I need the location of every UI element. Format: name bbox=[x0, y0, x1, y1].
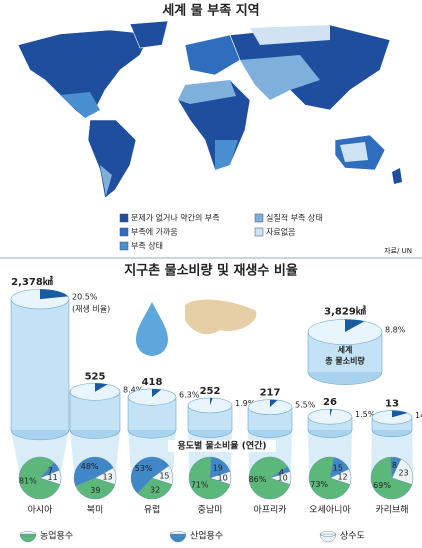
usage-label: 53% bbox=[135, 464, 153, 473]
renewable-label: 1.5% bbox=[355, 410, 376, 419]
globe-map-icon bbox=[185, 299, 257, 335]
usage-slice bbox=[39, 469, 62, 485]
renewable-wedge bbox=[330, 409, 333, 417]
usage-slice bbox=[94, 467, 117, 485]
usage-label: 11 bbox=[47, 473, 57, 482]
usage-slice bbox=[269, 471, 292, 485]
usage-label: 10 bbox=[218, 474, 228, 483]
legend-swatch bbox=[254, 227, 264, 237]
legend-label: 문제가 없거나 약간의 부족 bbox=[131, 213, 220, 223]
renewable-label: 6.3% bbox=[179, 391, 200, 400]
usage-label: 12 bbox=[337, 473, 347, 482]
renewable-label: 1.9% bbox=[235, 399, 256, 408]
region-name: 중남미 bbox=[198, 505, 223, 516]
renewable-label: 8.4% bbox=[123, 385, 144, 394]
legend-label: 실질적 부족 상태 bbox=[266, 213, 323, 223]
usage-label: 86% bbox=[249, 475, 267, 484]
chart-title: 지구촌 물소비량 및 재생수 비율 bbox=[124, 263, 298, 279]
region-name: 유럽 bbox=[144, 505, 161, 516]
volume-label: 418 bbox=[142, 377, 163, 388]
usage-label: 10 bbox=[278, 474, 288, 483]
region-name: 아시아 bbox=[28, 505, 54, 516]
usage-title: 용도별 물소비율 (연간) bbox=[177, 440, 266, 452]
usage-slice bbox=[370, 456, 413, 500]
renewable-label: 5.5% bbox=[295, 401, 316, 410]
legend-swatch bbox=[319, 533, 337, 543]
legend-swatch bbox=[119, 241, 129, 251]
renewable-label: 8.8% bbox=[385, 326, 406, 335]
volume-label: 13 bbox=[385, 399, 399, 410]
volume-label: 217 bbox=[260, 388, 281, 399]
legend-label: 상수도 bbox=[340, 531, 365, 542]
usage-slice bbox=[209, 471, 232, 485]
usage-label: 8 bbox=[392, 461, 397, 470]
legend-label: 부족에 가까움 bbox=[131, 228, 178, 237]
legend-swatch-rim bbox=[19, 531, 37, 537]
legend-label: 부족 상태 bbox=[131, 241, 163, 251]
legend-swatch bbox=[169, 533, 187, 543]
usage-slice bbox=[130, 456, 170, 494]
renewable-note: (재생 비율) bbox=[72, 304, 110, 314]
legend-label: 농업용수 bbox=[40, 531, 73, 542]
usage-label: 39 bbox=[90, 486, 100, 495]
usage-slice bbox=[73, 456, 114, 487]
usage-slice bbox=[137, 477, 173, 500]
world-volume: 3,829㎦ bbox=[324, 304, 366, 317]
legend-label: 자료없음 bbox=[266, 228, 295, 237]
usage-label: 48% bbox=[81, 462, 99, 471]
legend-swatch-rim bbox=[319, 531, 337, 537]
legend-swatch bbox=[119, 213, 129, 223]
source: 자료/ UN bbox=[384, 246, 412, 255]
usage-slice bbox=[75, 477, 116, 500]
region-name: 카리브해 bbox=[375, 505, 408, 516]
legend-swatch bbox=[19, 533, 37, 543]
usage-label: 15 bbox=[159, 472, 169, 481]
renewable-wedge bbox=[40, 289, 68, 300]
volume-label: 252 bbox=[200, 386, 221, 397]
usage-label: 7 bbox=[48, 466, 53, 475]
renewable-wedge bbox=[270, 399, 278, 408]
funnel bbox=[11, 430, 69, 472]
region-name: 오세아니아 bbox=[309, 505, 351, 516]
usage-label: 71% bbox=[191, 481, 209, 490]
cylinder-body bbox=[11, 299, 69, 430]
volume-label: 26 bbox=[323, 397, 337, 408]
world-label: 총 물소비량 bbox=[325, 356, 365, 366]
usage-label: 19 bbox=[213, 464, 223, 473]
usage-label: 23 bbox=[398, 468, 408, 477]
legend-label: 산업용수 bbox=[190, 531, 223, 542]
usage-label: 4 bbox=[279, 468, 284, 477]
water-drop bbox=[136, 302, 168, 356]
usage-label: 15 bbox=[333, 464, 343, 473]
volume-label: 525 bbox=[85, 371, 106, 382]
legend-swatch bbox=[254, 213, 264, 223]
region-name: 아프리카 bbox=[253, 505, 286, 516]
usage-label: 32 bbox=[150, 486, 160, 495]
world-label: 세계 bbox=[338, 345, 353, 355]
usage-label: 81% bbox=[19, 477, 37, 486]
usage-slice bbox=[391, 458, 414, 485]
renewable-wedge bbox=[392, 410, 408, 418]
usage-label: 13 bbox=[102, 472, 112, 481]
legend-swatch bbox=[119, 227, 129, 237]
usage-label: 73% bbox=[310, 480, 328, 489]
usage-label: 69% bbox=[373, 481, 391, 490]
map-title: 세계 물 부족 지역 bbox=[162, 3, 259, 19]
renewable-label: 20.5% bbox=[72, 293, 98, 302]
renewable-wedge bbox=[210, 397, 213, 406]
renewable-wedge bbox=[95, 383, 108, 392]
world-map bbox=[17, 20, 402, 199]
usage-title-bg bbox=[168, 440, 276, 452]
renewable-wedge bbox=[345, 319, 365, 332]
usage-slice bbox=[151, 465, 174, 485]
usage-slice bbox=[329, 468, 352, 485]
legend-swatch-rim bbox=[169, 531, 187, 537]
renewable-label: 14% bbox=[415, 411, 422, 420]
volume-label: 2,378㎦ bbox=[11, 275, 53, 288]
renewable-wedge bbox=[152, 388, 162, 398]
region-name: 북미 bbox=[87, 505, 104, 516]
